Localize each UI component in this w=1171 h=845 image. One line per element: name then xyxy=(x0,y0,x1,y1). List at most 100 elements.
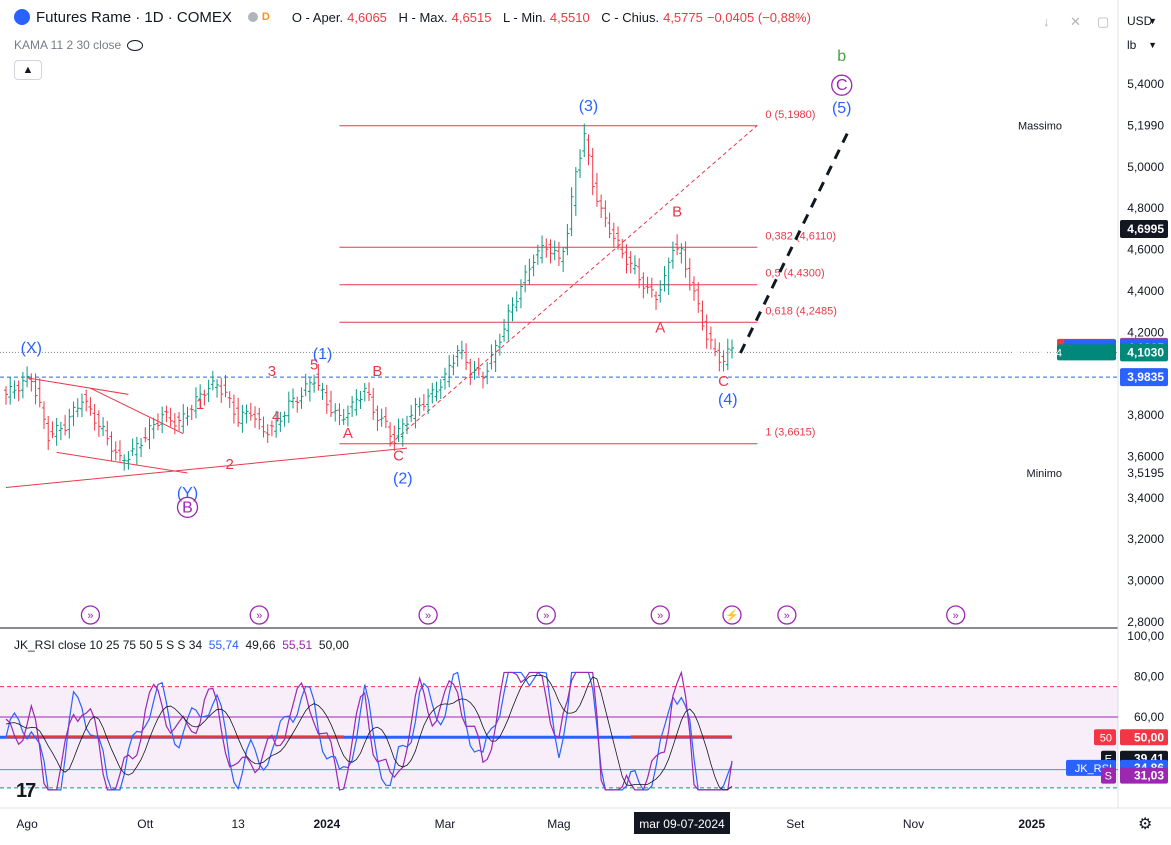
unit-select[interactable]: lb ▼ xyxy=(1121,34,1161,56)
ohlc-bar xyxy=(624,244,629,274)
hide-eye-icon[interactable] xyxy=(127,40,144,52)
event-marker-glyph: » xyxy=(425,610,431,622)
ohlc-bar xyxy=(172,413,177,435)
ohlc-bar xyxy=(662,265,667,292)
ohlc-bar xyxy=(696,282,701,313)
ohlc-bar xyxy=(413,397,418,429)
ohlc-bar xyxy=(126,451,131,470)
low-value: 4,5510 xyxy=(549,9,590,25)
delayed-badge[interactable]: D xyxy=(261,11,270,23)
event-marker-glyph: » xyxy=(87,610,93,622)
event-marker-icon xyxy=(777,605,797,625)
ohlc-bar xyxy=(307,377,312,402)
gear-icon[interactable]: ⚙ xyxy=(1138,816,1153,833)
ohlc-bar xyxy=(58,421,63,441)
rsi-tag-value-bg xyxy=(1120,767,1168,784)
rsi-tag-value-bg xyxy=(1120,729,1168,746)
tradingview-logo[interactable]: 17 xyxy=(16,780,36,802)
download-icon[interactable]: ↓ xyxy=(1043,14,1050,29)
triangle-converge-line xyxy=(90,387,184,435)
close-icon[interactable]: ✕ xyxy=(1070,14,1081,29)
ohlc-bar xyxy=(117,440,122,462)
rsi-tag-value: 31,03 xyxy=(1134,769,1164,783)
ohlc-bar xyxy=(333,403,338,422)
ohlc-bar xyxy=(607,212,612,239)
event-marker-icon xyxy=(249,605,269,625)
rsi-signal-line xyxy=(5,670,733,791)
price-tag-value-bg xyxy=(1120,464,1168,483)
elliott-wave-label: 4 xyxy=(272,408,280,425)
close-value: 4,5775 xyxy=(663,9,703,25)
price-tick-label: 2,8000 xyxy=(1127,615,1164,629)
rsi-tag-label: 50 xyxy=(1100,732,1112,744)
ohlc-bar xyxy=(160,406,165,434)
elliott-wave-label: b xyxy=(837,48,846,65)
ohlc-bar xyxy=(223,374,228,398)
collapse-button[interactable]: ▲ xyxy=(14,60,42,80)
ohlc-bar xyxy=(54,417,59,446)
ohlc-bar xyxy=(417,397,422,416)
maximize-icon[interactable]: ▢ xyxy=(1097,14,1110,29)
ohlc-bar xyxy=(206,379,211,403)
event-marker-glyph: » xyxy=(953,610,959,622)
ohlc-bar xyxy=(565,223,570,256)
ohlc-bar xyxy=(92,404,97,431)
ohlc-bar xyxy=(658,280,663,303)
ohlc-bar xyxy=(67,408,72,439)
ohlc-bar xyxy=(227,391,232,409)
high-label: H - Max. xyxy=(398,9,448,25)
ohlc-bar xyxy=(240,404,245,433)
price-tag-value: 3,5195 xyxy=(1127,466,1164,480)
ohlc-bar xyxy=(105,420,110,446)
event-marker-glyph: » xyxy=(657,610,663,622)
elliott-wave-label: C xyxy=(393,448,404,465)
ohlc-bar xyxy=(426,388,431,415)
ohlc-bar xyxy=(480,371,485,389)
price-tag-label: Lettera xyxy=(1028,342,1063,354)
ohlc-bar xyxy=(291,388,296,409)
elliott-wave-label: (5) xyxy=(832,100,852,117)
rsi-tag-label-bg xyxy=(1101,767,1116,784)
ohlc-bar xyxy=(20,371,25,399)
elliott-wave-label: 3 xyxy=(268,363,276,380)
unit-value: lb xyxy=(1127,38,1137,52)
ohlc-bar xyxy=(692,276,697,301)
fib-level-label: 0,5 (4,4300) xyxy=(765,268,824,280)
price-tag-label-bg xyxy=(1064,465,1116,482)
ohlc-bar xyxy=(25,366,30,388)
ohlc-bar xyxy=(341,408,346,425)
price-tick-label: 4,4000 xyxy=(1127,284,1164,298)
ohlc-bar xyxy=(708,326,713,350)
ohlc-bar xyxy=(316,364,321,391)
symbol-title[interactable]: Futures Rame · 1D · COMEX xyxy=(36,8,232,26)
event-marker-glyph: ⚡ xyxy=(725,609,739,622)
ohlc-bar xyxy=(282,411,287,427)
ohlc-bar xyxy=(544,238,549,258)
price-tick-label: 3,2000 xyxy=(1127,532,1164,546)
ohlc-bar xyxy=(345,405,350,427)
rsi-legend[interactable]: JK_RSI close 10 25 75 50 5 S S 34 55,74 … xyxy=(14,638,349,652)
ohlc-bar xyxy=(151,417,156,439)
kama-indicator[interactable]: KAMA 11 2 30 close xyxy=(14,38,144,52)
ohlc-bar xyxy=(329,390,334,417)
ohlc-bar xyxy=(367,382,371,401)
price-tick-label: 3,6000 xyxy=(1127,449,1164,463)
ohlc-bar xyxy=(586,134,591,166)
close-label: C - Chius. xyxy=(601,9,660,25)
ohlc-bar xyxy=(675,234,680,256)
ohlc-bar xyxy=(210,370,215,391)
time-tick-label: 2025 xyxy=(1018,817,1045,831)
ohlc-bar xyxy=(16,380,21,402)
time-tick-label: Mar xyxy=(435,817,456,831)
fib-level-label: 0 (5,1980) xyxy=(765,109,815,121)
rsi-value-4: 50,00 xyxy=(318,638,349,652)
ohlc-bar xyxy=(590,148,595,196)
rsi-name: JK_RSI close 10 25 75 50 5 S S 34 xyxy=(14,638,203,652)
elliott-wave-label: A xyxy=(655,319,665,336)
price-tag-value: 4,6995 xyxy=(1127,222,1164,236)
currency-select[interactable]: USD ▼ xyxy=(1121,10,1161,32)
ohlc-bar xyxy=(540,235,545,264)
ohlc-bar xyxy=(670,241,675,269)
rsi-tag-label: S xyxy=(1105,771,1112,783)
